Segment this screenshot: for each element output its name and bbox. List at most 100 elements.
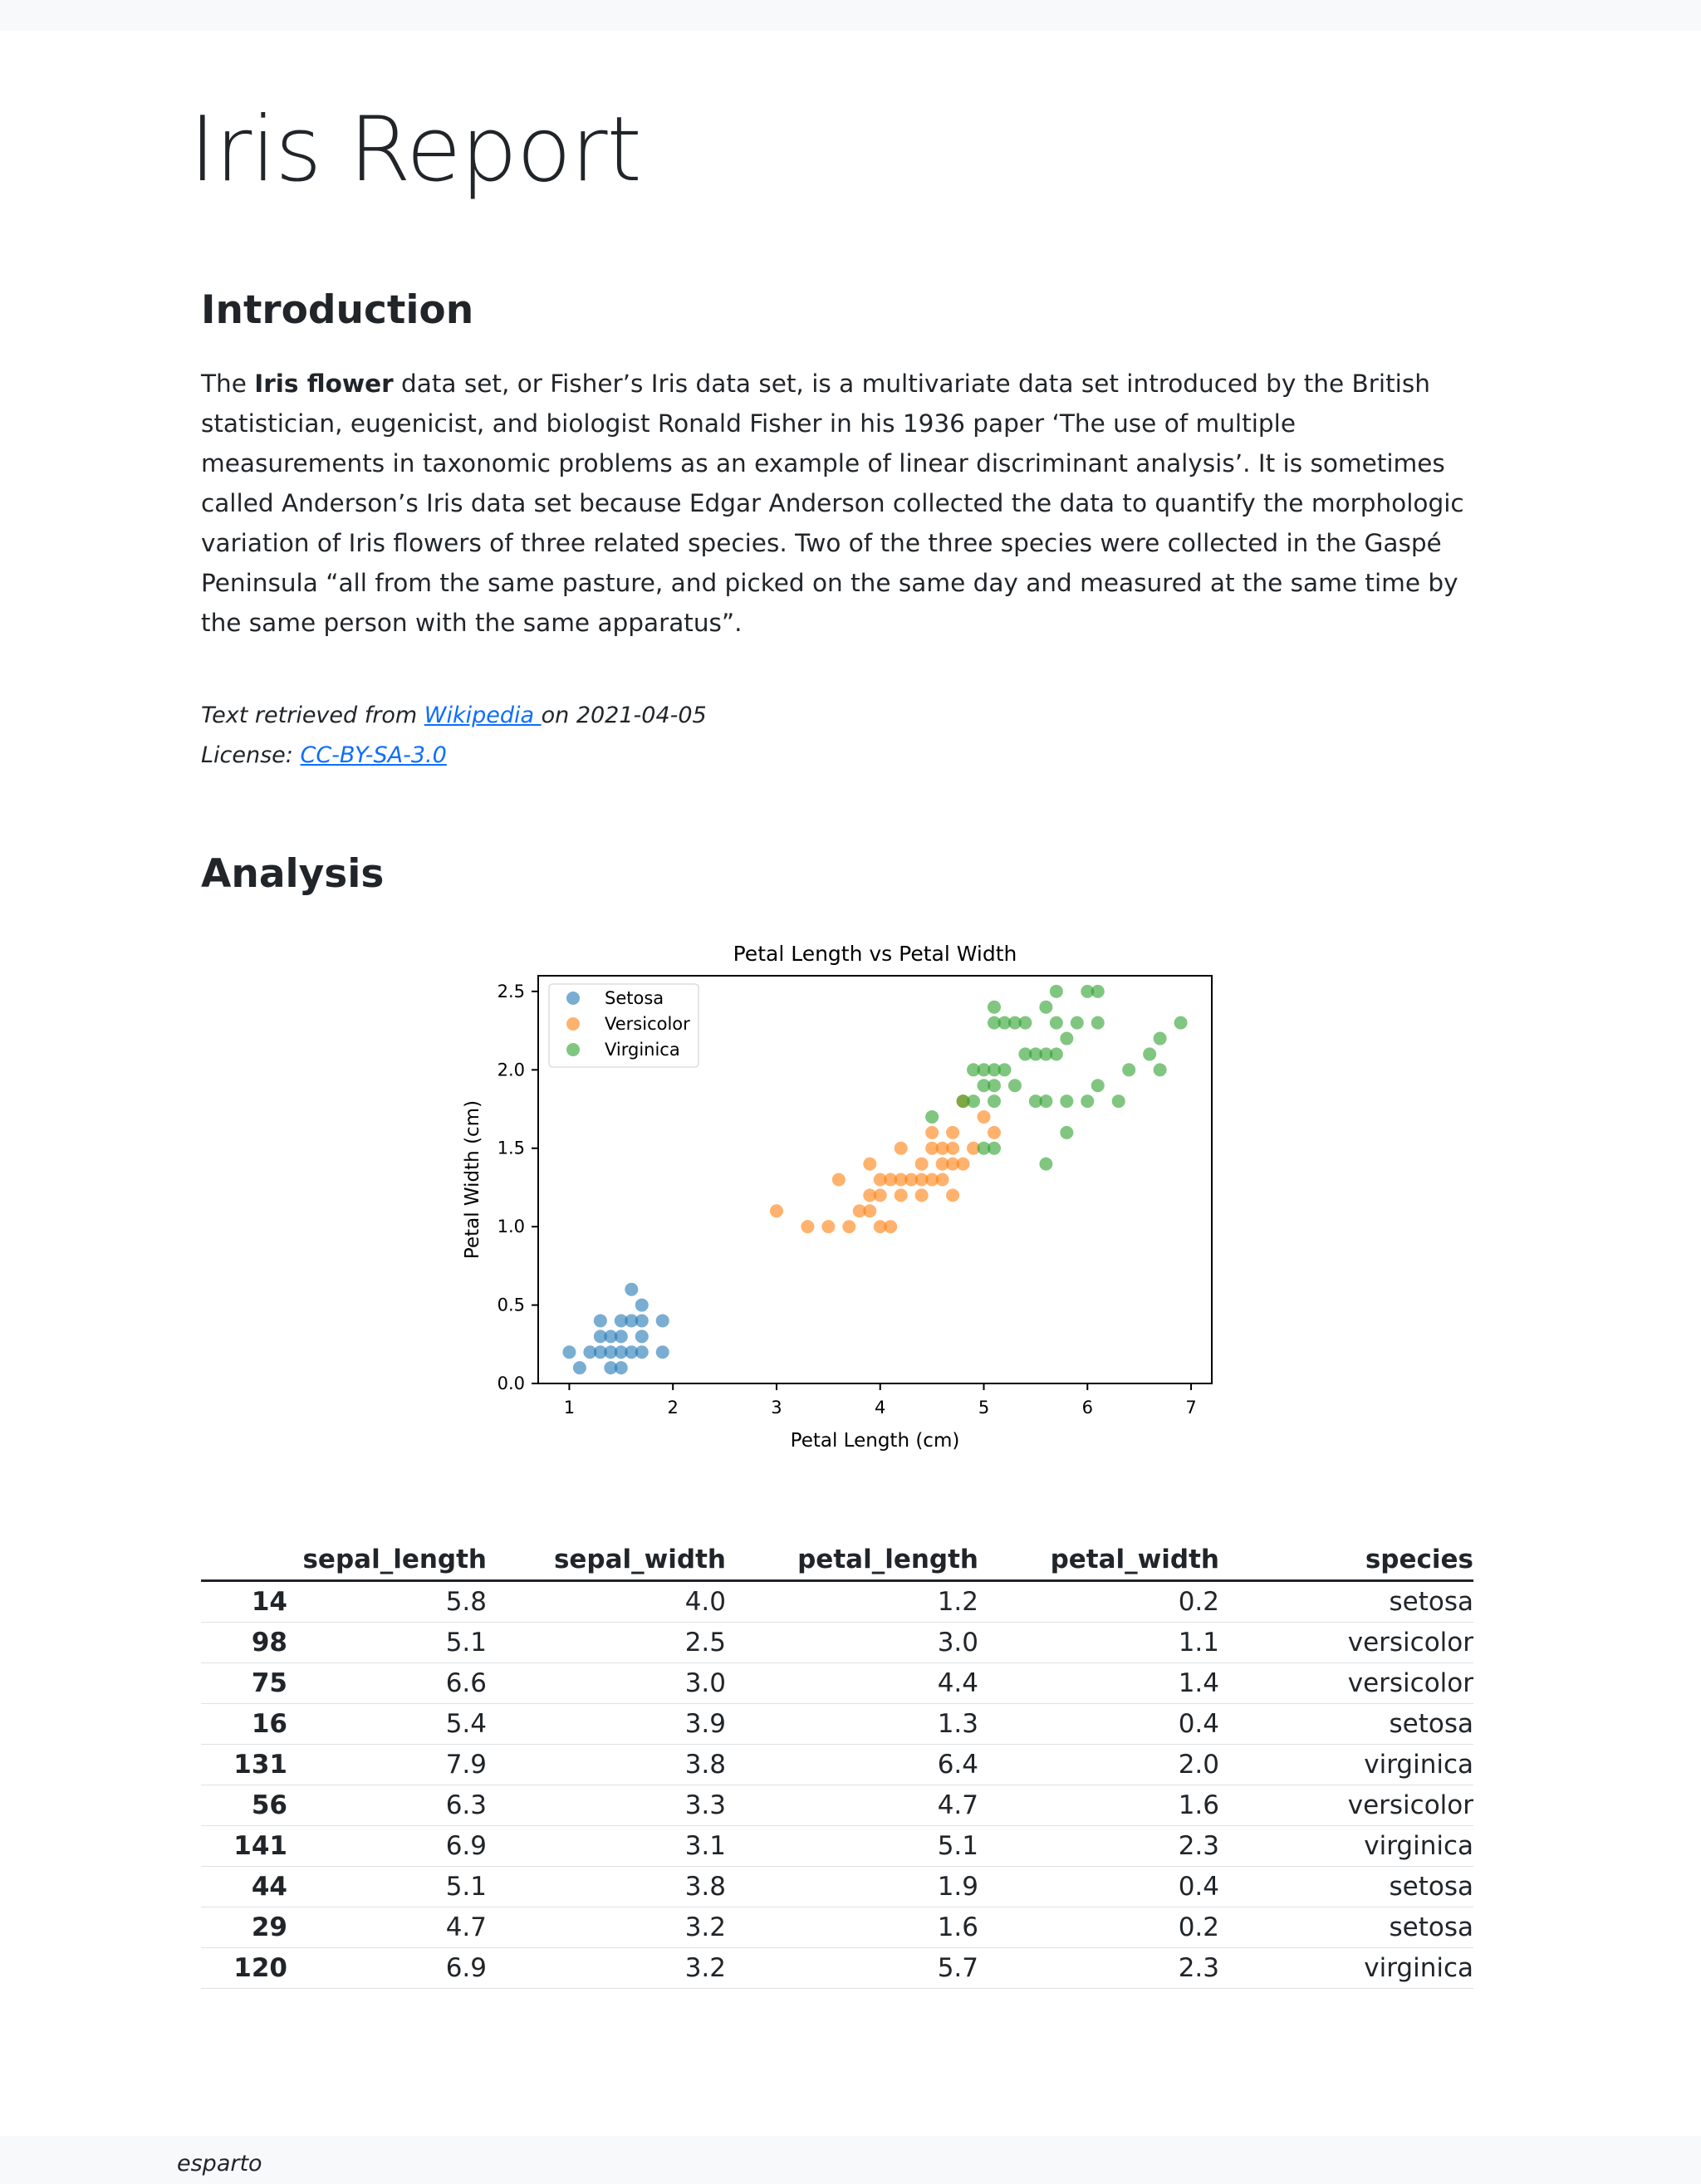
- column-header: sepal_length: [302, 1545, 487, 1574]
- versicolor-point: [925, 1141, 939, 1155]
- setosa-point: [614, 1361, 628, 1375]
- page-title: Iris Report: [189, 98, 642, 202]
- virginica-point: [1018, 1016, 1032, 1030]
- row-index: 14: [201, 1580, 287, 1623]
- table-cell: 4.7: [726, 1785, 978, 1826]
- versicolor-point: [863, 1157, 877, 1171]
- column-header: sepal_width: [553, 1545, 726, 1574]
- virginica-point: [987, 1000, 1001, 1014]
- versicolor-point: [946, 1157, 960, 1171]
- versicolor-point: [884, 1220, 898, 1234]
- row-index: 56: [201, 1785, 287, 1826]
- virginica-point: [977, 1079, 991, 1093]
- virginica-point: [1028, 1094, 1042, 1109]
- row-index: 98: [201, 1622, 287, 1663]
- y-tick-label: 1.0: [498, 1217, 525, 1236]
- table-cell: 6.9: [287, 1947, 487, 1989]
- table-row: 75 6.6 3.0 4.4 1.4 versicolor: [201, 1662, 1473, 1704]
- retrieved-date: on 2021-04-05: [541, 703, 707, 728]
- versicolor-point: [831, 1173, 846, 1187]
- table-row: 56 6.3 3.3 4.7 1.6 versicolor: [201, 1785, 1473, 1826]
- y-tick-label: 1.5: [498, 1139, 525, 1158]
- versicolor-point: [894, 1188, 908, 1202]
- versicolor-point: [894, 1173, 908, 1187]
- table-cell: 4.7: [287, 1907, 487, 1948]
- table-cell: 3.8: [487, 1866, 726, 1907]
- table-cell: 1.6: [726, 1907, 978, 1948]
- table-body: 14 5.8 4.0 1.2 0.2 setosa 98 5.1 2.5 3.0 1.1 versic…: [201, 1580, 1473, 1989]
- virginica-point: [956, 1094, 970, 1109]
- table-cell: 3.2: [487, 1907, 726, 1948]
- license-link[interactable]: CC-BY-SA-3.0: [300, 742, 447, 768]
- virginica-point: [998, 1016, 1012, 1030]
- virginica-point: [925, 1109, 939, 1124]
- chart-legend: Setosa Versicolor Virginica: [548, 983, 699, 1068]
- table-cell: 4.0: [487, 1580, 726, 1623]
- setosa-point: [593, 1314, 607, 1328]
- table-cell: setosa: [1219, 1866, 1473, 1907]
- virginica-point: [1060, 1031, 1074, 1045]
- legend-box: [548, 983, 699, 1068]
- virginica-point: [977, 1141, 991, 1155]
- virginica-point: [1091, 1079, 1105, 1093]
- table-cell: setosa: [1219, 1580, 1473, 1623]
- setosa-point: [604, 1361, 618, 1375]
- versicolor-point: [935, 1173, 949, 1187]
- versicolor-point: [842, 1220, 856, 1234]
- versicolor-point: [946, 1141, 960, 1155]
- table-row: 44 5.1 3.8 1.9 0.4 setosa: [201, 1866, 1473, 1907]
- table-cell: versicolor: [1219, 1622, 1473, 1663]
- versicolor-point: [935, 1141, 949, 1155]
- table-cell: versicolor: [1219, 1662, 1473, 1704]
- table-cell: 1.3: [726, 1703, 978, 1745]
- virginica-point: [1049, 1016, 1063, 1030]
- table-row: 16 5.4 3.9 1.3 0.4 setosa: [201, 1703, 1473, 1745]
- introduction-paragraph: The Iris flower data set, or Fisher’s Ir…: [201, 364, 1472, 643]
- wikipedia-link[interactable]: Wikipedia: [424, 703, 542, 728]
- virginica-point: [987, 1016, 1001, 1030]
- y-tick-label: 0.5: [498, 1295, 525, 1315]
- virginica-point: [1091, 1016, 1105, 1030]
- versicolor-point: [904, 1173, 919, 1187]
- column-header: petal_length: [797, 1545, 978, 1574]
- table-cell: 3.3: [487, 1785, 726, 1826]
- x-tick-label: 6: [1082, 1398, 1093, 1418]
- setosa-point: [635, 1329, 649, 1344]
- footer: esparto: [0, 2136, 1701, 2184]
- table-cell: 3.0: [726, 1622, 978, 1663]
- table-cell: virginica: [1219, 1744, 1473, 1785]
- retrieved-prefix: Text retrieved from: [201, 703, 424, 728]
- table-cell: 2.3: [978, 1947, 1219, 1989]
- virginica-point: [1091, 984, 1105, 998]
- table-cell: 2.0: [978, 1744, 1219, 1785]
- setosa-point: [614, 1329, 628, 1344]
- versicolor-point: [967, 1141, 981, 1155]
- chart-ticks: 1 2 3 4 5 6 7 0.0 0.5 1.0 1.5 2.0 2.5: [498, 982, 1197, 1418]
- virginica-point: [1143, 1047, 1157, 1061]
- table-cell: 2.5: [487, 1622, 726, 1663]
- chart-title: Petal Length vs Petal Width: [733, 942, 1017, 966]
- setosa-point: [635, 1314, 649, 1328]
- table-cell: 5.1: [287, 1622, 487, 1663]
- license-prefix: License:: [201, 742, 301, 768]
- table-cell: 7.9: [287, 1744, 487, 1785]
- versicolor-point: [987, 1125, 1001, 1139]
- setosa-point: [562, 1345, 576, 1359]
- virginica-point: [1060, 1125, 1074, 1139]
- table-cell: 6.3: [287, 1785, 487, 1826]
- table-header-row: sepal_length sepal_width petal_length petal…: [201, 1536, 1473, 1581]
- top-bar: [0, 0, 1701, 31]
- table-cell: 6.9: [287, 1825, 487, 1867]
- virginica-point: [987, 1094, 1001, 1109]
- versicolor-point: [769, 1204, 783, 1218]
- versicolor-point: [863, 1188, 877, 1202]
- virginica-point: [998, 1063, 1012, 1077]
- source-attribution: Text retrieved from Wikipedia on 2021-04…: [201, 703, 707, 728]
- virginica-point: [1153, 1063, 1167, 1077]
- intro-text-start: The: [201, 370, 255, 398]
- virginica-point: [1174, 1016, 1188, 1030]
- x-tick-label: 5: [978, 1398, 989, 1418]
- legend-label-versicolor: Versicolor: [605, 1014, 690, 1034]
- virginica-point: [967, 1063, 981, 1077]
- setosa-point: [604, 1345, 618, 1359]
